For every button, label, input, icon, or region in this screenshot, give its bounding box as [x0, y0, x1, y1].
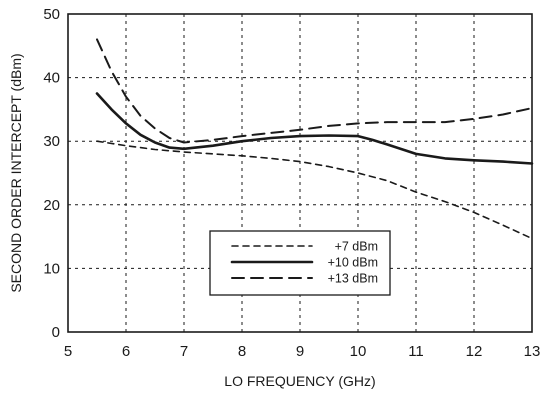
- x-tick-label: 7: [180, 343, 188, 360]
- plot-frame: [67, 13, 533, 333]
- legend-label-plus7dbm: +7 dBm: [335, 240, 378, 254]
- y-tick-label: 0: [52, 324, 60, 341]
- x-tick-label: 6: [122, 343, 130, 360]
- legend-label-plus13dbm: +13 dBm: [328, 272, 378, 286]
- x-tick-label: 11: [408, 343, 424, 360]
- x-tick-label: 9: [296, 343, 304, 360]
- x-axis-label: LO FREQUENCY (GHz): [224, 373, 375, 389]
- y-tick-label: 20: [43, 197, 60, 214]
- y-tick-label: 30: [43, 133, 60, 150]
- y-tick-label: 50: [43, 6, 60, 23]
- series-layer: [95, 38, 534, 240]
- x-tick-label: 8: [238, 343, 246, 360]
- legend-label-plus10dbm: +10 dBm: [328, 256, 378, 270]
- x-tick-label: 10: [350, 343, 367, 360]
- y-axis-label: SECOND ORDER INTERCEPT (dBm): [8, 53, 24, 292]
- x-tick-label: 12: [466, 343, 483, 360]
- x-tick-label: 13: [524, 343, 541, 360]
- legend: +7 dBm +10 dBm +13 dBm: [209, 230, 391, 296]
- series-line-2: [96, 38, 533, 144]
- x-tick-label: 5: [64, 343, 72, 360]
- tick-layer: 5 6 7 8 9 10 11 12 13 0 10 20 30 40 50: [43, 6, 540, 360]
- y-tick-label: 10: [43, 260, 60, 277]
- y-tick-label: 40: [43, 70, 60, 87]
- series-line-1: [95, 92, 534, 165]
- series-line-0: [96, 140, 533, 240]
